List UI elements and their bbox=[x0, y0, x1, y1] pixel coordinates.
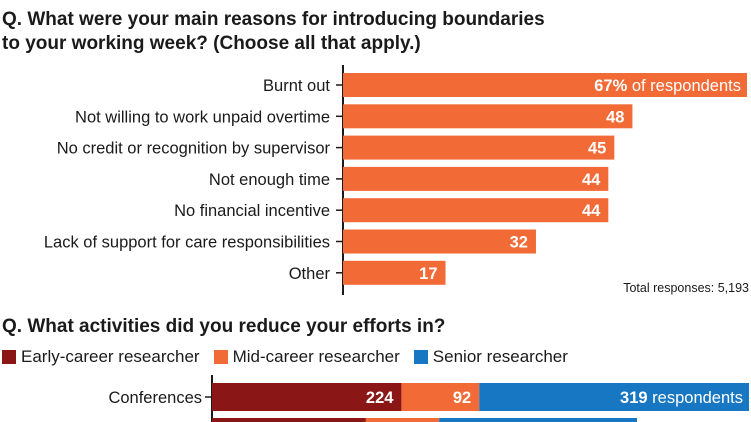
chart2-value-label: 224 bbox=[366, 389, 394, 407]
chart1-category-label: Lack of support for care responsibilitie… bbox=[44, 234, 330, 252]
legend-item-early-career: Early-career researcher bbox=[2, 347, 200, 367]
chart2-value-label: 319 respondents bbox=[620, 389, 743, 407]
chart1-bar bbox=[343, 260, 446, 285]
chart2-partial-segment bbox=[439, 418, 637, 422]
chart1-value-label: 45 bbox=[588, 140, 606, 158]
legend-item-senior: Senior researcher bbox=[413, 347, 568, 367]
legend-label-early-career: Early-career researcher bbox=[21, 347, 200, 366]
chart2-partial-segment bbox=[212, 418, 366, 422]
chart1-title-line2: to your working week? (Choose all that a… bbox=[2, 33, 421, 54]
chart1-value-label: 44 bbox=[582, 171, 601, 189]
chart1-category-label: Not enough time bbox=[209, 171, 330, 189]
chart2-legend: Early-career researcher Mid-career resea… bbox=[2, 347, 582, 367]
chart1-category-label: Not willing to work unpaid overtime bbox=[75, 108, 330, 126]
chart2-segment bbox=[212, 383, 402, 411]
chart1-bar bbox=[343, 229, 536, 254]
chart1-value-label: 48 bbox=[606, 108, 624, 126]
chart2-category-label: Conferences bbox=[108, 389, 202, 407]
chart1-category-label: No credit or recognition by supervisor bbox=[57, 140, 331, 158]
legend-label-senior: Senior researcher bbox=[432, 347, 568, 366]
chart1-value-label: 32 bbox=[510, 234, 528, 252]
chart2-partial-segment bbox=[365, 418, 440, 422]
chart1-bar bbox=[343, 104, 633, 129]
chart2-value-label: 92 bbox=[453, 389, 471, 407]
chart1-category-label: Other bbox=[289, 265, 331, 283]
chart1-value-label: 17 bbox=[419, 265, 437, 283]
chart1-category-label: No financial incentive bbox=[174, 202, 330, 220]
legend-label-mid-career: Mid-career researcher bbox=[232, 347, 400, 366]
legend-swatch-mid-career bbox=[213, 350, 228, 364]
chart1-total-note: Total responses: 5,193 bbox=[623, 281, 749, 295]
chart1-bar bbox=[343, 198, 609, 223]
chart1-category-label: Burnt out bbox=[263, 77, 330, 95]
legend-swatch-senior bbox=[413, 350, 428, 364]
chart2-segment bbox=[479, 383, 749, 411]
legend-item-mid-career: Mid-career researcher bbox=[213, 347, 400, 367]
chart1-bar bbox=[343, 135, 615, 160]
chart2-title: Q. What activities did you reduce your e… bbox=[2, 316, 446, 337]
chart1-bar bbox=[343, 166, 609, 191]
chart2-segment bbox=[401, 383, 480, 411]
chart1-value-label: 44 bbox=[582, 202, 601, 220]
chart1-value-label: 67% of respondents bbox=[594, 77, 741, 95]
chart1-bar bbox=[343, 73, 747, 97]
chart1-title: Q. What were your main reasons for intro… bbox=[2, 9, 545, 30]
legend-swatch-early-career bbox=[2, 350, 16, 364]
